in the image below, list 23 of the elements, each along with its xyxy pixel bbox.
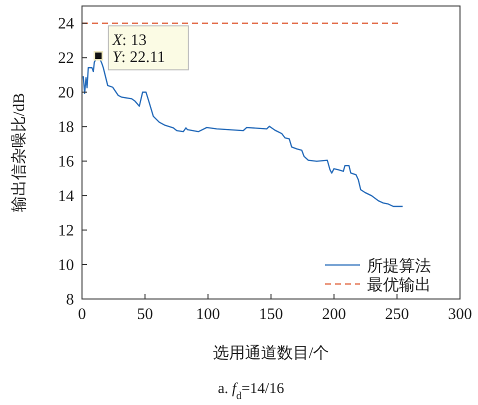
legend-label: 所提算法	[367, 257, 431, 275]
y-tick-label: 8	[66, 292, 74, 308]
annotation: X: 13	[111, 32, 147, 49]
y-tick-label: 20	[58, 84, 74, 102]
text: a. f$_{d}$=14/16	[218, 381, 285, 402]
y-tick-label: 10	[58, 257, 74, 274]
y-tick-label: 14	[58, 188, 74, 206]
x-tick-label: 50	[137, 306, 153, 323]
y-tick-label: 24	[58, 16, 74, 33]
y-axis-title: 输出信杂噪比/dB	[10, 92, 28, 212]
x-tick-label: 300	[448, 306, 472, 323]
legend-label: 最优输出	[367, 276, 431, 294]
y-tick-label: 16	[58, 154, 74, 171]
x-tick-label: 250	[385, 306, 409, 323]
y-tick-label: 18	[58, 119, 74, 136]
x-tick-label: 200	[322, 306, 346, 323]
x-axis-title: 选用通道数目/个	[212, 344, 330, 362]
y-tick-label: 22	[58, 50, 74, 68]
annotation: Y: 22.11	[112, 48, 166, 66]
y-tick-label: 12	[58, 222, 74, 240]
x-tick-label: 100	[196, 306, 220, 323]
x-tick-label: 0	[78, 306, 86, 323]
x-tick-label: 150	[259, 306, 283, 323]
